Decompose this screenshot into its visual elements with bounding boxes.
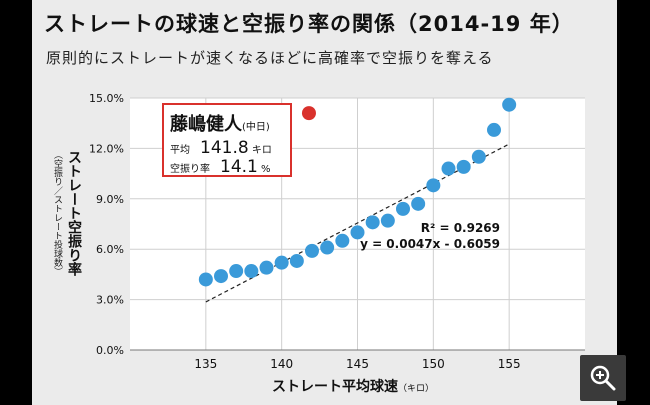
callout-whiff-row: 空振り率 14.1 %	[170, 157, 271, 177]
y-tick-label: 3.0%	[96, 294, 124, 307]
data-point	[365, 215, 380, 230]
player-team: (中日)	[242, 122, 270, 133]
x-axis-unit: （キロ）	[398, 384, 435, 394]
equation-fit: y = 0.0047x - 0.6059	[360, 237, 500, 251]
data-point	[214, 269, 228, 284]
data-point	[244, 264, 259, 279]
x-tick-label: 155	[498, 357, 521, 371]
data-point	[259, 260, 274, 275]
y-tick-label: 6.0%	[96, 243, 124, 256]
x-axis-label-text: ストレート平均球速	[272, 379, 398, 395]
data-point	[320, 240, 335, 255]
y-tick-label: 0.0%	[96, 344, 124, 357]
data-point	[198, 272, 213, 287]
zoom-in-icon	[590, 365, 616, 391]
x-axis-label: ストレート平均球速（キロ）	[272, 376, 434, 396]
y-axis-sublabel: （空振り／ストレート投球数）	[52, 150, 62, 276]
y-tick-label: 9.0%	[96, 193, 124, 206]
chart-panel: ストレートの球速と空振り率の関係（2014-19 年） 原則的にストレートが速く…	[32, 0, 617, 405]
x-tick-label: 135	[194, 357, 217, 371]
player-callout: 藤嶋健人(中日) 平均 141.8 キロ 空振り率 14.1 %	[162, 103, 292, 177]
player-name: 藤嶋健人	[170, 114, 242, 135]
data-point	[396, 201, 410, 216]
data-point	[305, 243, 319, 258]
speed-value: 141.8	[200, 138, 249, 158]
zoom-button[interactable]	[580, 355, 626, 401]
data-point	[289, 253, 304, 268]
whiff-label: 空振り率	[170, 164, 210, 175]
data-point	[456, 159, 471, 174]
chart-subtitle: 原則的にストレートが速くなるほどに高確率で空振りを奪える	[46, 49, 494, 67]
data-point	[471, 149, 486, 164]
speed-unit: キロ	[251, 145, 272, 156]
highlight-point	[301, 106, 316, 121]
x-tick-label: 150	[422, 357, 445, 371]
x-tick-label: 140	[270, 357, 293, 371]
data-point	[380, 213, 395, 228]
y-tick-label: 15.0%	[89, 92, 124, 105]
data-point	[274, 255, 289, 270]
data-point	[487, 122, 501, 137]
y-tick-label: 12.0%	[89, 142, 124, 155]
chart-title: ストレートの球速と空振り率の関係（2014-19 年）	[44, 12, 574, 36]
data-point	[426, 178, 441, 193]
scatter-plot: 135 140 145 150 155 0.0% 3.0% 6.0% 9.0% 12.0% 15.0…	[89, 92, 585, 371]
x-tick-label: 145	[346, 357, 369, 371]
data-point	[229, 264, 244, 279]
callout-speed-row: 平均 141.8 キロ	[170, 138, 272, 158]
callout-player-name: 藤嶋健人(中日)	[170, 110, 270, 136]
data-point	[350, 225, 365, 240]
whiff-unit: %	[261, 164, 271, 175]
data-point	[441, 161, 456, 176]
data-point	[502, 97, 517, 112]
equation-r2: R² = 0.9269	[421, 221, 500, 235]
speed-label: 平均	[170, 145, 190, 156]
whiff-value: 14.1	[220, 157, 258, 177]
y-axis-label: ストレート空振り率	[66, 150, 82, 276]
data-point	[335, 233, 350, 248]
data-point	[411, 196, 426, 211]
